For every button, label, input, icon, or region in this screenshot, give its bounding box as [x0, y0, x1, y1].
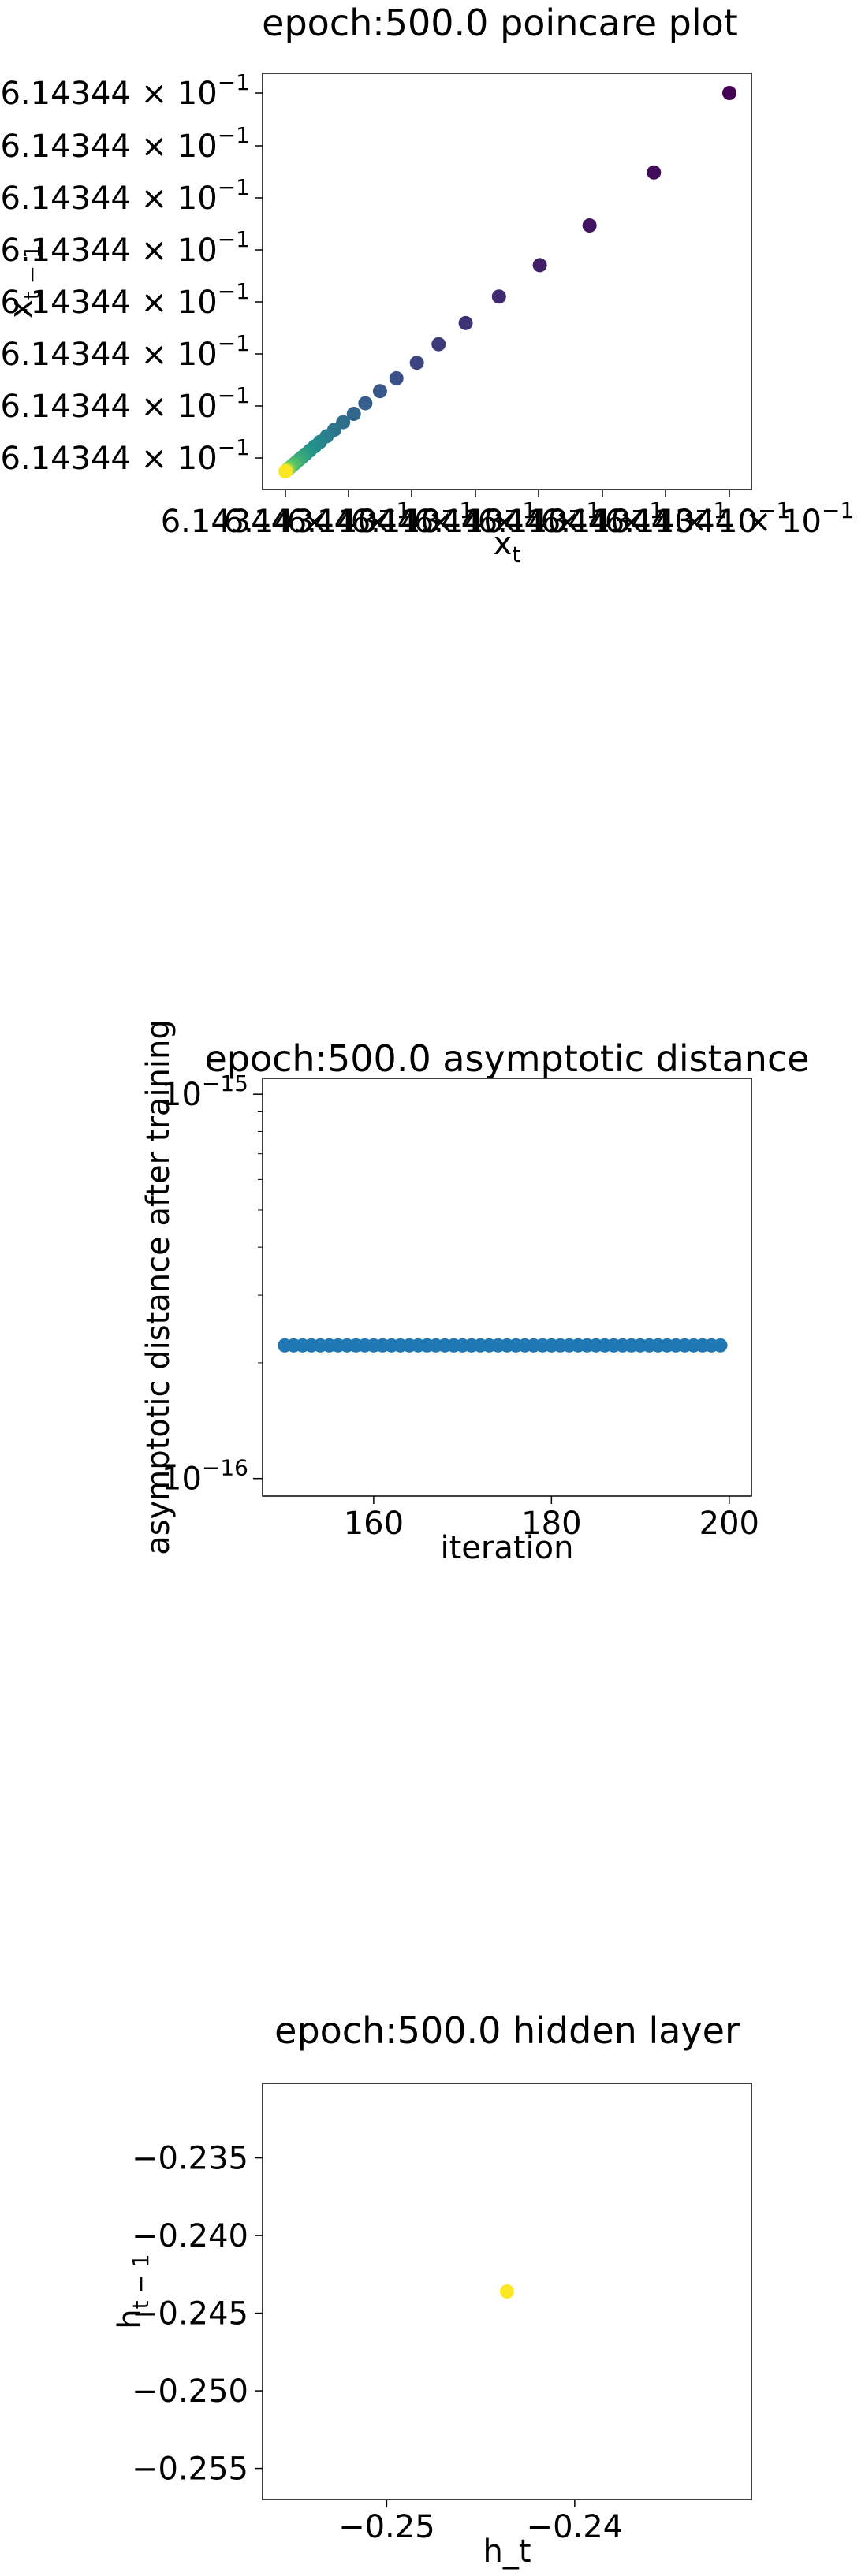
hidden-title: epoch:500.0 hidden layer — [274, 2009, 740, 2052]
poincare-point — [458, 315, 473, 330]
poincare-x-tick-label: 6.14344 × 10−1 — [287, 497, 537, 540]
poincare-point — [409, 356, 424, 370]
asymptotic-x-ticks: 160 180 200 — [344, 1496, 759, 1542]
hidden-y-tick-label: −0.245 — [132, 2296, 248, 2332]
hidden-point — [500, 2284, 514, 2299]
hidden-x-ticks: −0.25 −0.24 — [338, 2500, 623, 2545]
asymptotic-distance-chart: epoch:500.0 asymptotic distance 10−1510−… — [140, 1019, 810, 1566]
poincare-y-tick-label: 6.14344 × 10−1 — [0, 382, 250, 425]
hidden-y-tick-label: −0.240 — [132, 2218, 248, 2254]
asymptotic-plot-frame — [262, 1078, 752, 1497]
poincare-point — [722, 86, 736, 100]
poincare-point — [372, 384, 387, 399]
hidden-x-label: h_t — [483, 2533, 531, 2570]
asymptotic-y-tick-label: 10−15 — [162, 1070, 248, 1113]
hidden-y-tick-label: −0.255 — [132, 2451, 248, 2488]
poincare-y-tick-label: 6.14344 × 10−1 — [0, 174, 250, 217]
hidden-plot-frame — [262, 2083, 752, 2500]
poincare-point — [647, 165, 662, 180]
poincare-y-tick-label: 6.14344 × 10−1 — [0, 330, 250, 373]
poincare-point — [346, 407, 361, 422]
poincare-y-tick-label: 6.14344 × 10−1 — [0, 69, 250, 112]
asymptotic-y-ticks: 10−15 10−16 — [162, 1070, 263, 1498]
hidden-y-ticks: −0.235 −0.240 −0.245 −0.250 −0.255 — [132, 2141, 263, 2488]
hidden-x-tick-label: −0.25 — [338, 2509, 435, 2545]
poincare-y-tick-label: 6.14344 × 10−1 — [0, 278, 250, 321]
hidden-layer-chart: epoch:500.0 hidden layer −0.235−0.240−0.… — [112, 2009, 752, 2570]
hidden-x-tick-label: −0.24 — [527, 2509, 624, 2545]
poincare-point — [431, 337, 446, 352]
poincare-x-tick-label: 6.14344 × 10−1 — [161, 497, 411, 540]
poincare-x-tick-label: 6.14344 × 10−1 — [414, 497, 664, 540]
poincare-points — [278, 86, 736, 478]
poincare-point — [532, 258, 547, 273]
asymptotic-title: epoch:500.0 asymptotic distance — [204, 1037, 809, 1080]
poincare-plot-frame — [262, 73, 752, 490]
poincare-x-tick-label: 6.14344 × 10−1 — [478, 497, 728, 540]
poincare-point — [278, 464, 293, 478]
poincare-point — [582, 218, 597, 233]
poincare-title: epoch:500.0 poincare plot — [262, 2, 738, 44]
poincare-y-ticks: 6.14344 × 10−1 6.14344 × 10−1 6.14344 × 10… — [0, 69, 263, 477]
asymptotic-x-label: iteration — [441, 1530, 574, 1566]
poincare-x-tick-label: 6.14344 × 10−1 — [224, 497, 474, 540]
asymptotic-y-label: asymptotic distance after training — [140, 1019, 177, 1555]
asymptotic-point — [713, 1338, 728, 1353]
poincare-point — [389, 370, 404, 385]
hidden-points — [500, 2284, 514, 2299]
asymptotic-y-tick-label: 10−16 — [162, 1455, 248, 1498]
poincare-point — [491, 289, 506, 304]
poincare-x-tick-label: 6.14344 × 10−1 — [605, 497, 855, 540]
hidden-y-tick-label: −0.235 — [132, 2141, 248, 2177]
hidden-y-tick-label: −0.250 — [132, 2373, 248, 2410]
poincare-x-ticks: 6.14344 × 10−16.14344 × 10−16.14344 × 10… — [161, 490, 855, 540]
asymptotic-x-tick-label: 180 — [521, 1506, 581, 1542]
asymptotic-x-tick-label: 160 — [344, 1506, 404, 1542]
poincare-point — [358, 396, 373, 411]
poincare-chart: epoch:500.0 poincare plot 6.14344 × 10−1… — [0, 2, 854, 568]
poincare-x-tick-label: 6.14344 × 10−1 — [351, 497, 601, 540]
hidden-y-label: ht − 1 — [112, 2254, 154, 2328]
asymptotic-points — [278, 1338, 728, 1353]
poincare-x-tick-label: 6.14344 × 10−1 — [541, 497, 791, 540]
asymptotic-x-tick-label: 200 — [699, 1506, 759, 1542]
poincare-y-tick-label: 6.14344 × 10−1 — [0, 226, 250, 269]
poincare-y-tick-label: 6.14344 × 10−1 — [0, 122, 250, 165]
poincare-y-tick-label: 6.14344 × 10−1 — [0, 434, 250, 477]
